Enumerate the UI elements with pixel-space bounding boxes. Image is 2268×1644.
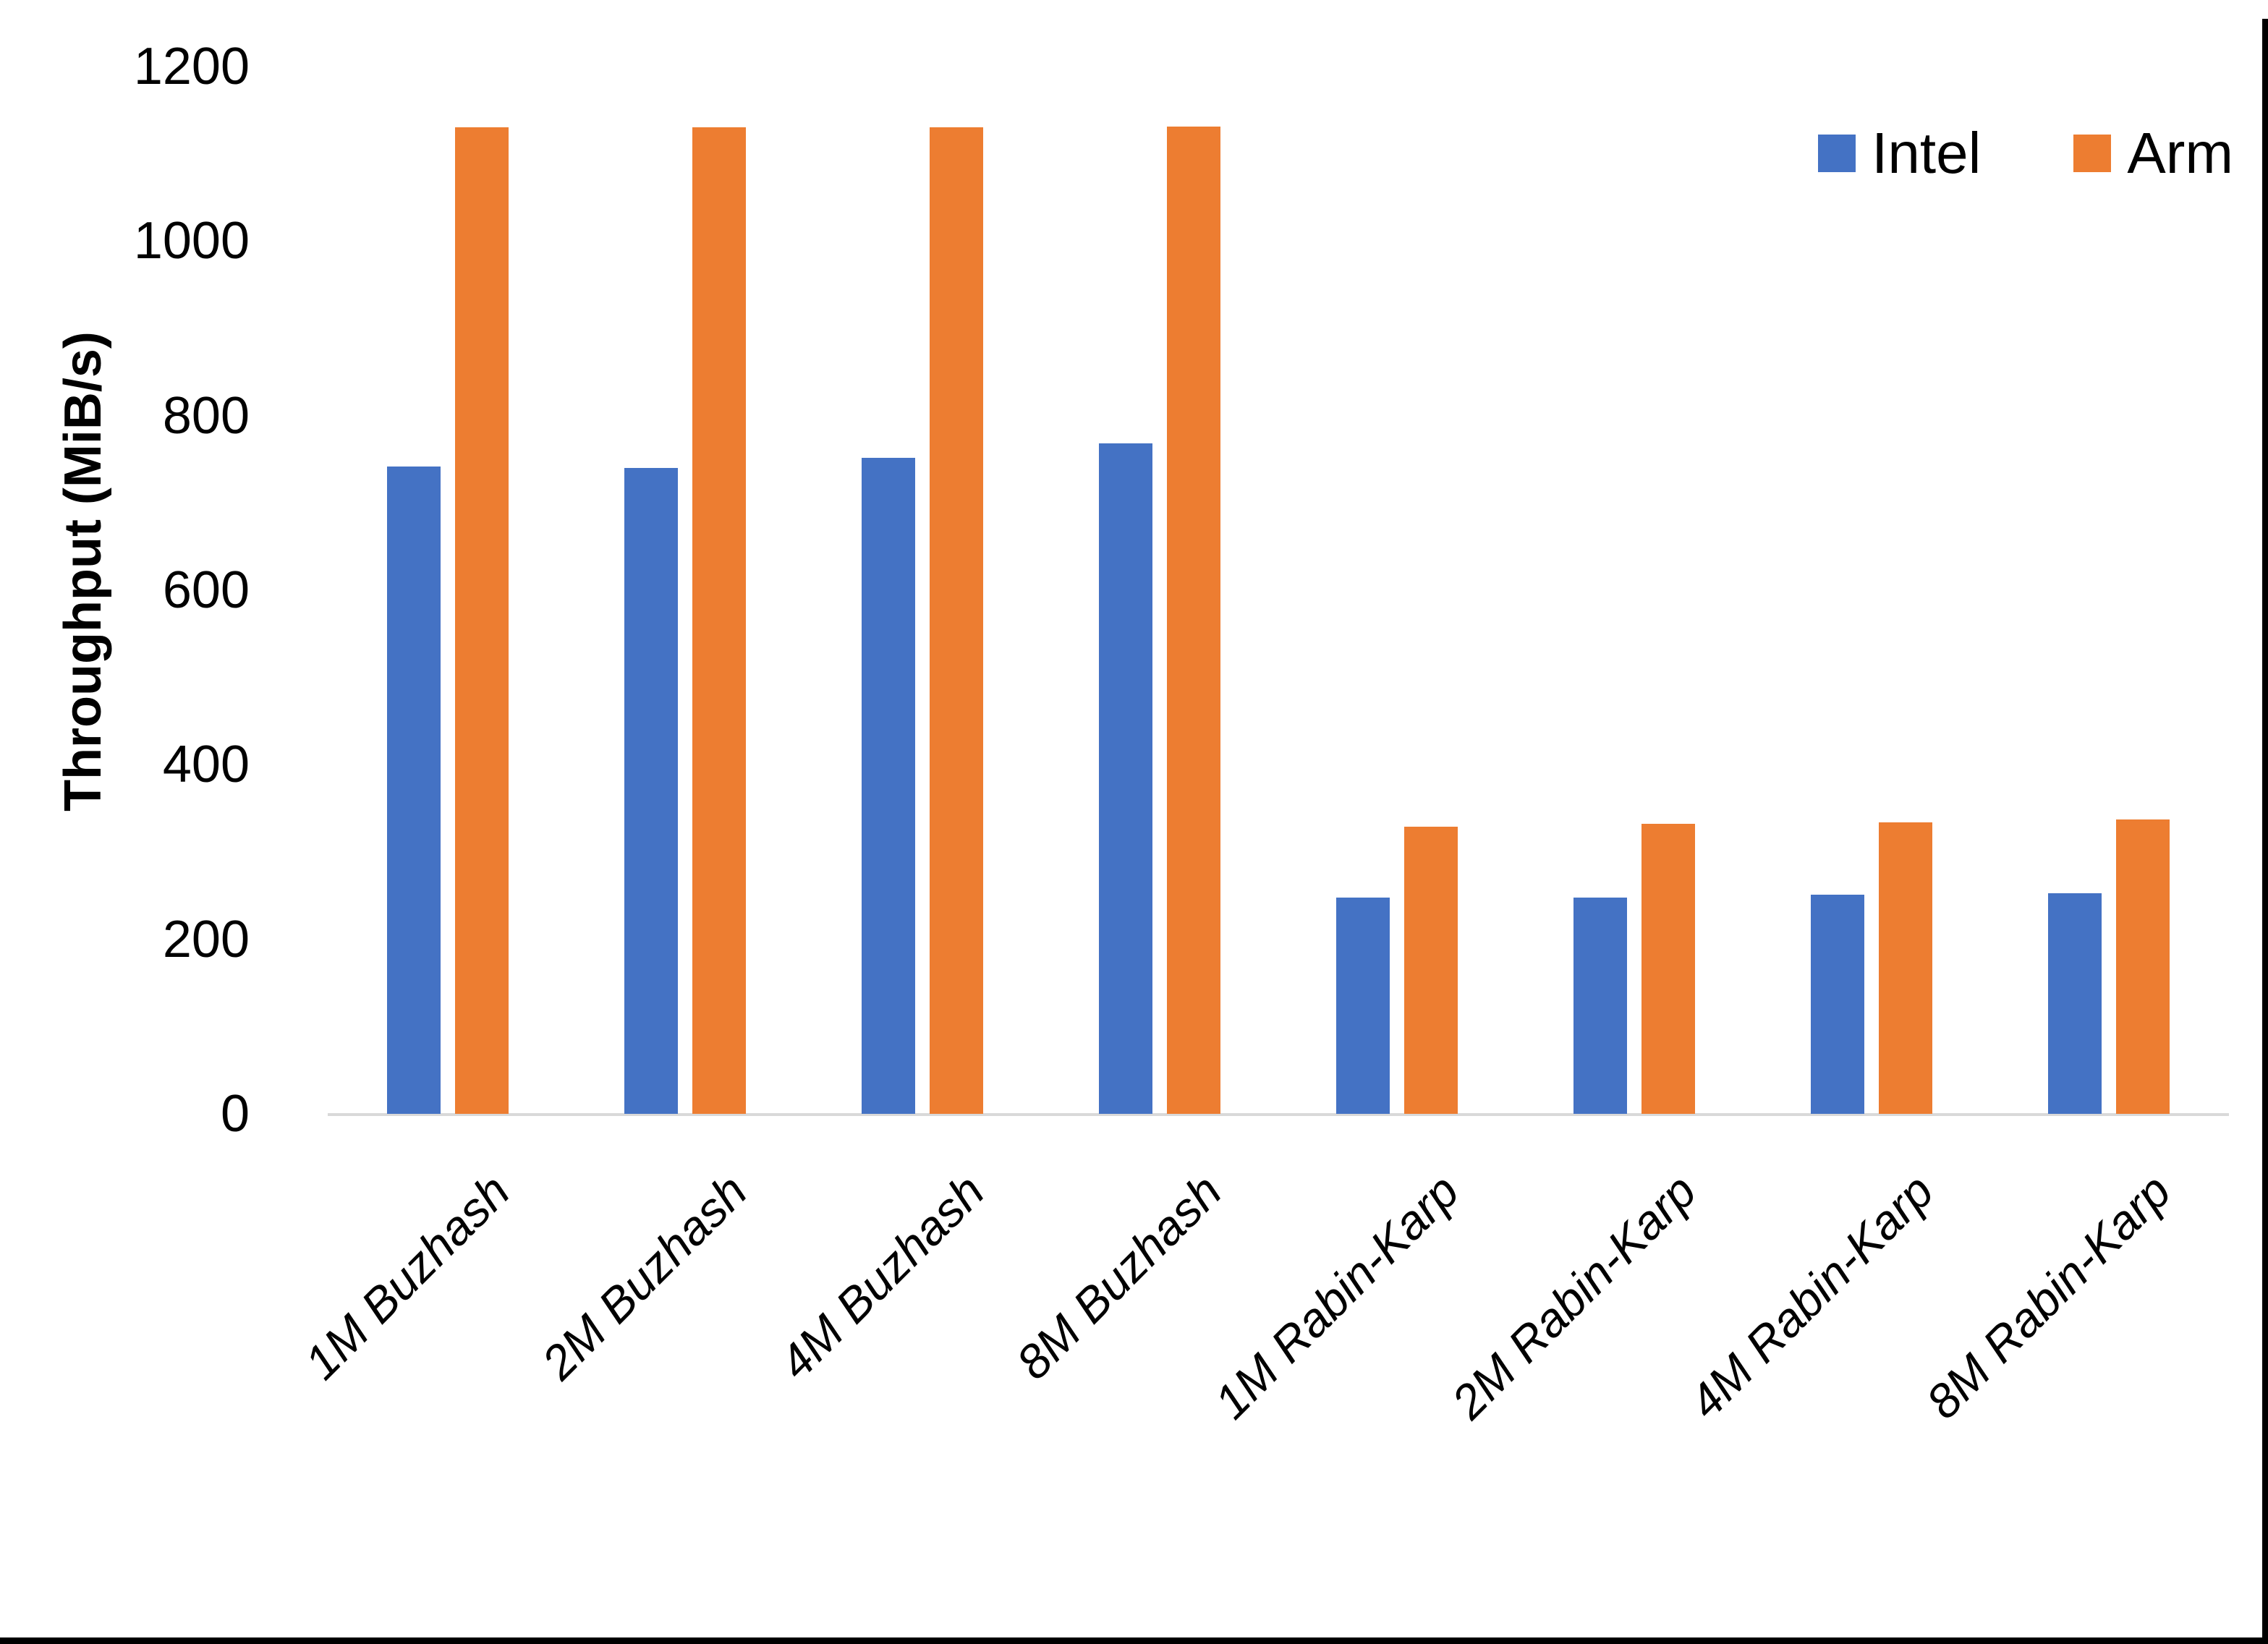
y-tick-label: 1200 — [133, 38, 250, 95]
legend-label: Arm — [2127, 121, 2233, 185]
x-category-label: 1M Buzhash — [294, 1164, 520, 1389]
bottom-border — [0, 1637, 2268, 1644]
bar-arm — [2116, 819, 2170, 1114]
legend: Intel Arm — [1818, 124, 2233, 182]
bar-arm — [1404, 827, 1458, 1114]
legend-item-intel: Intel — [1818, 124, 1981, 182]
x-category-label: 8M Buzhash — [1006, 1164, 1232, 1389]
x-category-label: 4M Rabin-Karp — [1678, 1164, 1944, 1429]
x-category-label: 4M Buzhash — [768, 1164, 995, 1389]
bar-intel — [387, 466, 441, 1114]
x-axis-line — [328, 1113, 2229, 1116]
x-category-label: 1M Rabin-Karp — [1204, 1164, 1469, 1429]
bar-arm — [455, 127, 509, 1114]
y-tick-label: 800 — [162, 386, 250, 445]
bar-arm — [930, 127, 983, 1114]
right-border — [2262, 19, 2268, 1644]
bar-intel — [1336, 897, 1390, 1114]
bar-arm — [692, 127, 746, 1114]
bar-arm — [1641, 824, 1695, 1114]
y-tick-label: 1000 — [133, 212, 250, 271]
legend-swatch-intel — [1818, 135, 1856, 172]
x-category-label: 8M Rabin-Karp — [1916, 1164, 2181, 1429]
bar-intel — [1811, 895, 1864, 1114]
bar-intel — [624, 468, 678, 1114]
y-tick-label: 600 — [162, 561, 250, 619]
x-category-label: 2M Buzhash — [531, 1164, 757, 1389]
x-category-label: 2M Rabin-Karp — [1441, 1164, 1707, 1429]
legend-item-arm: Arm — [2073, 124, 2233, 182]
y-tick-label: 200 — [162, 910, 250, 968]
bar-intel — [2048, 893, 2102, 1114]
legend-label: Intel — [1872, 121, 1982, 185]
bar-arm — [1167, 127, 1220, 1114]
bar-arm — [1879, 822, 1932, 1114]
bar-intel — [862, 457, 915, 1114]
bar-intel — [1573, 897, 1627, 1114]
y-tick-label: 0 — [220, 1085, 250, 1143]
y-axis-title: Throughput (MiB/s) — [54, 331, 112, 812]
bar-intel — [1099, 443, 1152, 1114]
y-tick-label: 400 — [162, 736, 250, 794]
legend-swatch-arm — [2073, 135, 2112, 172]
